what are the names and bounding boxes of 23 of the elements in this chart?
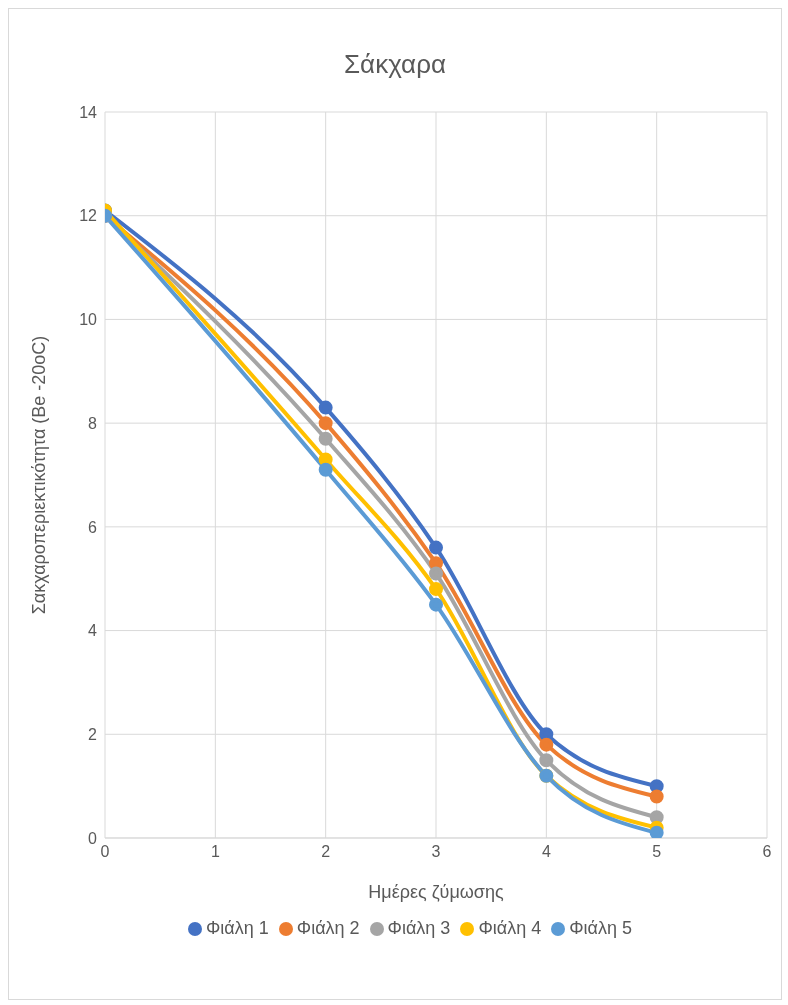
x-tick-label: 3 xyxy=(431,843,441,861)
y-tick-label: 14 xyxy=(79,103,98,121)
y-tick-label: 8 xyxy=(88,414,98,432)
y-tick-label: 4 xyxy=(88,622,98,640)
chart-title: Σάκχαρα xyxy=(343,49,447,80)
x-axis-title: Ημέρες ζύμωσης xyxy=(368,882,504,902)
y-tick-label: 0 xyxy=(88,829,98,847)
x-tick-label: 5 xyxy=(652,843,662,861)
y-axis-title: Σακχαροπεριεκτικότητα (Be -20oC) xyxy=(29,335,50,615)
y-tick-label: 6 xyxy=(88,518,98,536)
x-tick-label: 2 xyxy=(321,843,331,861)
x-tick-label: 6 xyxy=(762,843,772,861)
y-tick-label: 12 xyxy=(79,207,98,225)
y-tick-label: 2 xyxy=(88,725,98,743)
x-tick-label: 1 xyxy=(210,843,220,861)
legend-label: Φιάλη 2 xyxy=(296,918,360,938)
x-tick-label: 4 xyxy=(541,843,551,861)
y-tick-label: 10 xyxy=(79,311,98,329)
legend-label: Φιάλη 1 xyxy=(206,918,269,938)
legend-label: Φιάλη 5 xyxy=(569,918,632,938)
legend-label: Φιάλη 3 xyxy=(387,918,451,938)
legend-label: Φιάλη 4 xyxy=(478,918,542,938)
x-tick-label: 0 xyxy=(100,843,110,861)
